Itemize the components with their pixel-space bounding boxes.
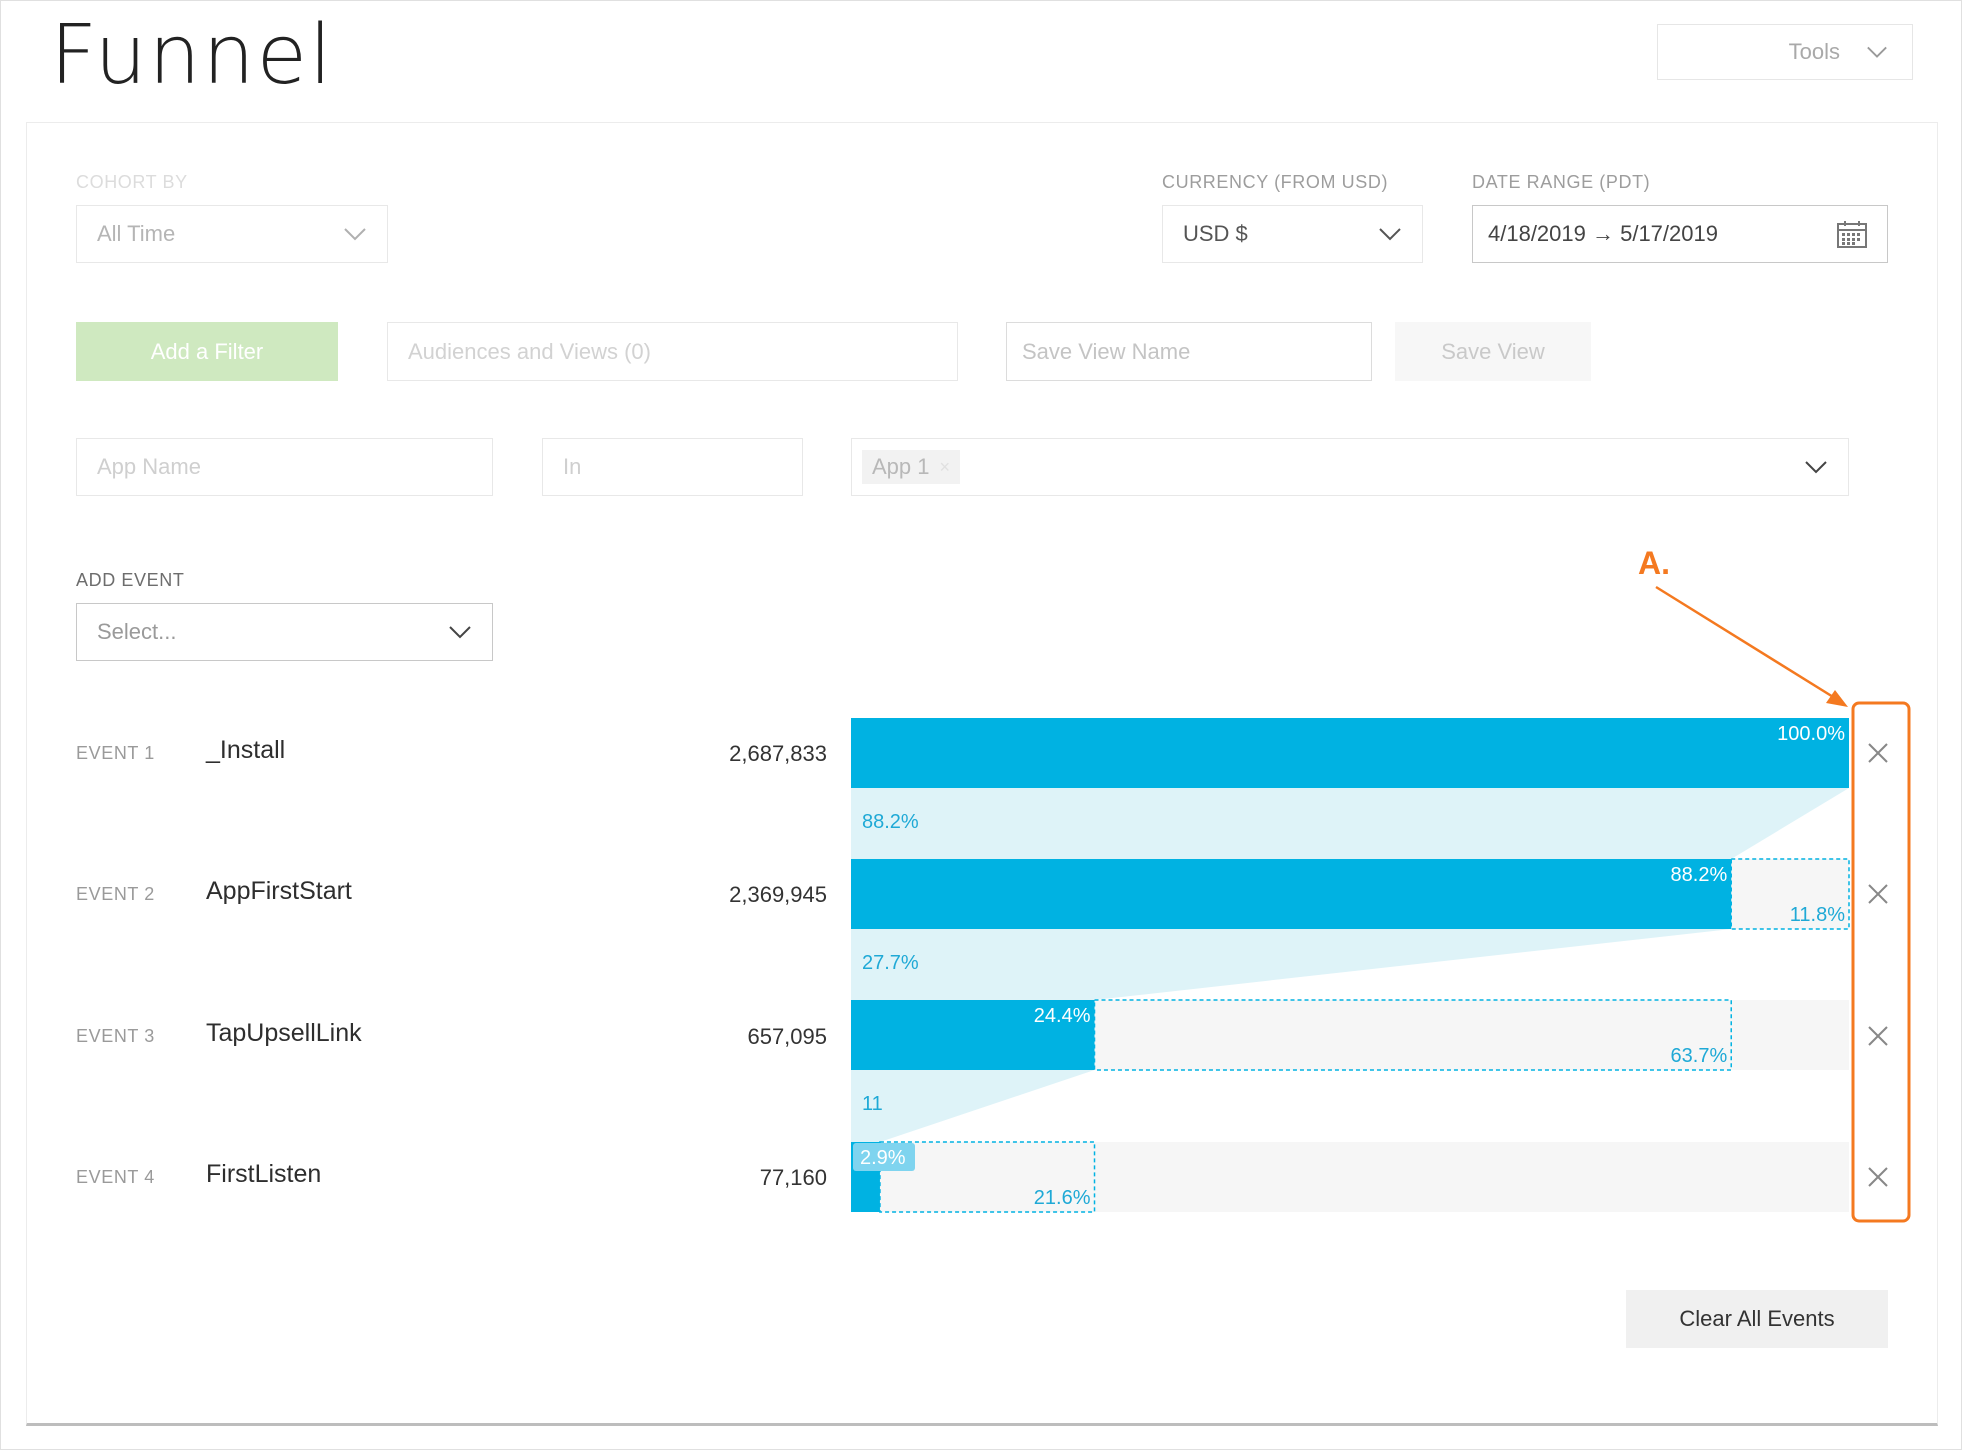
funnel-bar: [851, 859, 1732, 929]
bar-pct-label: 2.9%: [860, 1147, 906, 1169]
filter-value-select[interactable]: App 1 ×: [851, 438, 1849, 496]
filter-chip: App 1 ×: [862, 450, 961, 484]
tools-dropdown[interactable]: Tools: [1657, 24, 1913, 80]
funnel-bar: [851, 718, 1849, 788]
event-name: AppFirstStart: [206, 877, 352, 905]
chevron-down-icon: [1867, 46, 1887, 58]
event-step-label: EVENT 4: [76, 1167, 155, 1187]
audiences-input[interactable]: Audiences and Views (0): [387, 322, 958, 381]
chip-remove-icon[interactable]: ×: [939, 456, 951, 477]
event-count: 77,160: [759, 1165, 827, 1190]
chevron-down-icon: [449, 626, 471, 639]
funnel-track: [851, 1142, 1849, 1212]
remove-event-4-icon[interactable]: [1866, 1165, 1890, 1189]
event-step-label: EVENT 2: [76, 884, 155, 904]
currency-value: USD $: [1183, 221, 1248, 246]
date-range-input[interactable]: 4/18/2019 → 5/17/2019: [1472, 205, 1888, 263]
bar-pct-label: 88.2%: [1671, 864, 1728, 886]
audiences-placeholder: Audiences and Views (0): [408, 338, 651, 364]
remove-event-1-icon[interactable]: [1866, 741, 1890, 765]
funnel-connector-band: [851, 929, 1732, 1000]
save-view-placeholder: Save View Name: [1022, 338, 1191, 364]
event-name: _Install: [206, 736, 286, 764]
dropoff-box: [1730, 858, 1850, 930]
funnel-connector-band: [851, 788, 1849, 859]
event-count: 657,095: [747, 1024, 827, 1049]
dropoff-label: 11.8%: [1790, 904, 1845, 926]
event-name: FirstListen: [206, 1160, 322, 1188]
dropoff-label: 63.7%: [1671, 1045, 1728, 1067]
filter-operator-placeholder: In: [563, 454, 582, 479]
filter-field-input[interactable]: App Name: [76, 438, 493, 496]
add-event-select[interactable]: Select...: [76, 603, 493, 661]
date-range-label: DATE RANGE (PDT): [1472, 172, 1651, 192]
dropoff-box: [1093, 999, 1732, 1071]
filter-chip-label: App 1: [872, 454, 930, 479]
bar-pct-label: 24.4%: [1034, 1005, 1091, 1027]
save-view-name-input[interactable]: Save View Name: [1006, 322, 1372, 381]
funnel-connector-band: [851, 1070, 1095, 1142]
clear-all-events-button[interactable]: Clear All Events: [1626, 1290, 1888, 1348]
date-range-value: 4/18/2019 → 5/17/2019: [1488, 221, 1718, 246]
chevron-down-icon: [1379, 228, 1401, 241]
dropoff-label: 21.6%: [1034, 1187, 1091, 1209]
add-event-placeholder: Select...: [97, 619, 177, 644]
calendar-icon[interactable]: [1837, 220, 1867, 248]
add-event-label: ADD EVENT: [76, 570, 185, 590]
cohort-value: All Time: [97, 221, 176, 246]
conversion-label: 11: [862, 1093, 883, 1115]
bar-pct-badge: [853, 1143, 915, 1171]
tools-label: Tools: [1788, 39, 1840, 64]
dropoff-box: [879, 1141, 1096, 1213]
conversion-label: 88.2%: [862, 811, 919, 833]
filter-field-placeholder: App Name: [97, 454, 201, 479]
conversion-label: 27.7%: [862, 952, 919, 974]
event-step-label: EVENT 1: [76, 743, 155, 763]
add-filter-button[interactable]: Add a Filter: [76, 322, 338, 381]
cohort-select[interactable]: All Time: [76, 205, 388, 263]
filter-operator-input[interactable]: In: [542, 438, 803, 496]
chevron-down-icon: [344, 228, 366, 241]
cohort-label: COHORT BY: [76, 172, 188, 192]
chevron-down-icon: [1805, 461, 1827, 474]
remove-event-3-icon[interactable]: [1866, 1024, 1890, 1048]
save-view-button[interactable]: Save View: [1395, 322, 1591, 381]
page-title: Funnel: [50, 8, 334, 103]
remove-event-2-icon[interactable]: [1866, 882, 1890, 906]
funnel-bar: [851, 1000, 1095, 1070]
annotation-label: A.: [1638, 545, 1670, 581]
event-step-label: EVENT 3: [76, 1026, 155, 1046]
event-count: 2,369,945: [729, 882, 827, 907]
event-name: TapUpsellLink: [206, 1019, 362, 1047]
currency-select[interactable]: USD $: [1162, 205, 1423, 263]
event-count: 2,687,833: [729, 741, 827, 766]
bar-pct-label: 100.0%: [1777, 723, 1845, 745]
currency-label: CURRENCY (FROM USD): [1162, 172, 1389, 192]
